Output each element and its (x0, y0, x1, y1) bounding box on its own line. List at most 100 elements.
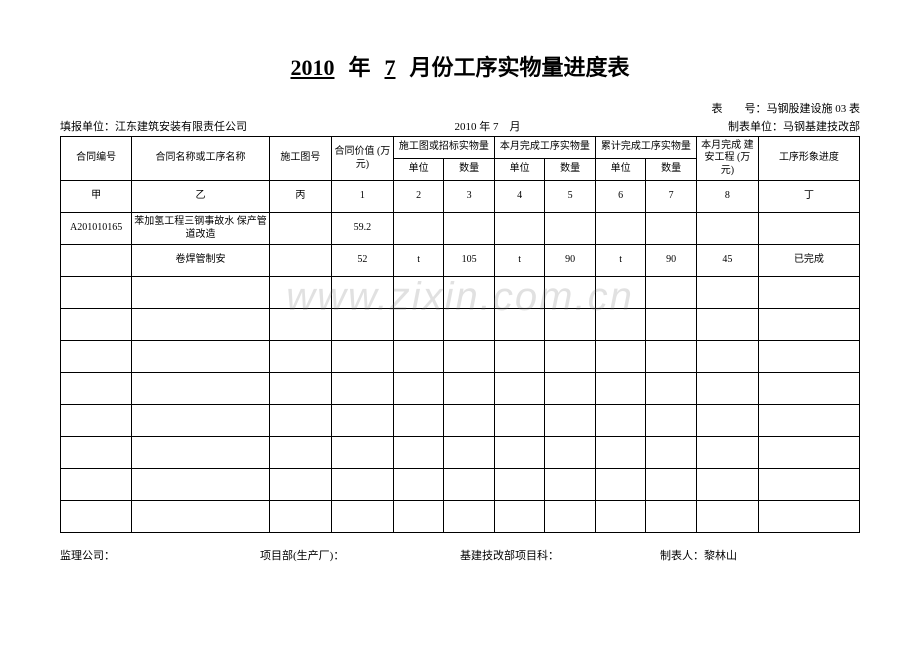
table-cell (494, 501, 545, 533)
table-cell (444, 501, 495, 533)
table-cell (444, 437, 495, 469)
table-cell (393, 437, 444, 469)
table-cell (61, 501, 132, 533)
table-cell (595, 405, 646, 437)
table-cell (545, 501, 596, 533)
table-cell (494, 373, 545, 405)
table-cell (696, 213, 758, 245)
th-contract-value: 合同价值 (万元) (331, 137, 393, 181)
index-cell: 6 (595, 181, 646, 213)
table-cell (758, 469, 859, 501)
table-cell (696, 277, 758, 309)
meta-mid: 2010 年 7 月 (247, 118, 728, 134)
table-cell (494, 437, 545, 469)
meta-top-right: 表 号：马钢股建设施 03 表 (712, 100, 861, 116)
footer-dept: 基建技改部项目科： (460, 547, 660, 563)
table-cell (696, 341, 758, 373)
th-drawing-no: 施工图号 (269, 137, 331, 181)
footer-supervisor: 监理公司： (60, 547, 260, 563)
table-cell (444, 405, 495, 437)
table-cell (494, 469, 545, 501)
table-cell (646, 501, 697, 533)
table-cell (331, 437, 393, 469)
table-cell (269, 373, 331, 405)
table-cell (758, 373, 859, 405)
table-cell (646, 277, 697, 309)
table-cell (331, 277, 393, 309)
table-row (61, 405, 860, 437)
th-group2: 本月完成工序实物量 (494, 137, 595, 159)
table-cell (331, 341, 393, 373)
table-cell (646, 405, 697, 437)
table-cell (61, 245, 132, 277)
table-row: 卷焊管制安52t105t90t9045已完成 (61, 245, 860, 277)
title-month: 7 (385, 55, 396, 80)
table-cell: 已完成 (758, 245, 859, 277)
table-cell: 59.2 (331, 213, 393, 245)
table-cell (61, 405, 132, 437)
table-cell (696, 437, 758, 469)
table-cell (646, 341, 697, 373)
table-cell (595, 373, 646, 405)
table-row (61, 501, 860, 533)
page-title: 2010年7月份工序实物量进度表 (60, 50, 860, 82)
table-cell (545, 437, 596, 469)
table-row (61, 437, 860, 469)
table-cell (331, 309, 393, 341)
table-cell (269, 213, 331, 245)
table-cell (331, 469, 393, 501)
table-cell (393, 277, 444, 309)
title-year: 2010 (290, 55, 334, 80)
th-unit: 单位 (494, 159, 545, 181)
footer-author: 制表人：黎林山 (660, 547, 860, 563)
table-cell: t (595, 245, 646, 277)
table-cell (269, 309, 331, 341)
table-cell (758, 405, 859, 437)
table-cell (545, 309, 596, 341)
table-cell (494, 277, 545, 309)
table-cell (61, 469, 132, 501)
table-cell (393, 213, 444, 245)
th-name: 合同名称或工序名称 (132, 137, 270, 181)
table-cell (758, 501, 859, 533)
table-cell: 90 (646, 245, 697, 277)
index-cell: 5 (545, 181, 596, 213)
table-cell (545, 469, 596, 501)
table-cell (494, 309, 545, 341)
table-cell (331, 405, 393, 437)
index-cell: 7 (646, 181, 697, 213)
table-cell (393, 469, 444, 501)
th-qty: 数量 (646, 159, 697, 181)
table-cell (646, 373, 697, 405)
table-cell (595, 437, 646, 469)
index-cell: 3 (444, 181, 495, 213)
table-cell (494, 341, 545, 373)
table-row (61, 309, 860, 341)
table-cell (132, 405, 270, 437)
table-cell (595, 309, 646, 341)
table-cell (61, 277, 132, 309)
table-cell (545, 373, 596, 405)
table-cell (444, 469, 495, 501)
table-cell (132, 277, 270, 309)
table-cell: 90 (545, 245, 596, 277)
th-qty: 数量 (545, 159, 596, 181)
table-cell (444, 277, 495, 309)
table-cell (132, 469, 270, 501)
progress-table: 合同编号 合同名称或工序名称 施工图号 合同价值 (万元) 施工图或招标实物量 … (60, 136, 860, 533)
table-cell (494, 405, 545, 437)
table-cell (595, 501, 646, 533)
footer-row: 监理公司： 项目部(生产厂)： 基建技改部项目科： 制表人：黎林山 (60, 547, 860, 563)
table-cell (132, 341, 270, 373)
meta-right: 制表单位：马钢基建技改部 (728, 118, 860, 134)
table-cell (545, 213, 596, 245)
table-cell (132, 309, 270, 341)
table-cell (269, 437, 331, 469)
table-cell (444, 309, 495, 341)
table-cell (331, 373, 393, 405)
meta-main: 填报单位：江东建筑安装有限责任公司 2010 年 7 月 制表单位：马钢基建技改… (60, 118, 860, 134)
table-cell (646, 469, 697, 501)
table-cell (545, 405, 596, 437)
meta-left: 填报单位：江东建筑安装有限责任公司 (60, 118, 247, 134)
table-cell (393, 373, 444, 405)
